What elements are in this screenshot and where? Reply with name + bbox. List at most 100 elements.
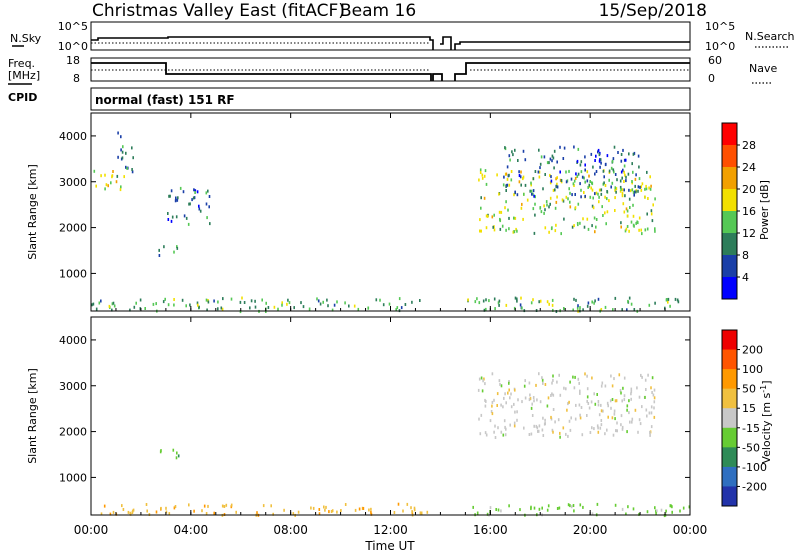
power-echo-cell (620, 159, 623, 163)
velocity-echo-cell (578, 403, 581, 407)
power-echo-cell (120, 148, 122, 152)
power-echo-cell (593, 301, 595, 305)
velocity-echo-cell (626, 408, 628, 412)
power-echo-cell (520, 170, 522, 174)
power-echo-cell (222, 297, 224, 301)
velocity-echo-cell (552, 378, 554, 382)
power-echo-cell (625, 175, 627, 179)
power-echo-cell (367, 306, 370, 310)
velocity-colorbar-tick-label: -50 (742, 441, 760, 454)
velocity-echo-cell (205, 512, 208, 515)
power-echo-cell (326, 298, 328, 302)
power-echo-cell (168, 194, 170, 198)
power-echo-cell (302, 305, 305, 309)
power-echo-cell (629, 206, 631, 209)
velocity-echo-cell (597, 400, 600, 403)
power-echo-cell (586, 170, 589, 174)
power-echo-cell (613, 170, 615, 174)
velocity-echo-cell (547, 504, 550, 508)
velocity-echo-cell (638, 395, 641, 399)
power-echo-cell (603, 181, 605, 185)
power-echo-cell (111, 308, 113, 312)
velocity-echo-cell (586, 374, 588, 378)
power-echo-cell (633, 151, 636, 155)
power-echo-cell (532, 189, 535, 193)
power-echo-cell (562, 157, 565, 160)
power-echo-cell (522, 175, 525, 179)
velocity-echo-cell (497, 508, 500, 512)
velocity-echo-cell (509, 396, 511, 400)
power-echo-cell (467, 298, 469, 302)
power-echo-cell (514, 148, 516, 152)
power-colorbar-tick-label: 16 (742, 205, 756, 218)
power-echo-cell (648, 186, 650, 190)
power-echo-cell (563, 307, 565, 310)
power-echo-cell (265, 301, 267, 305)
power-echo-cell (91, 303, 93, 307)
power-echo-cell (111, 302, 114, 306)
power-colorbar-tick-label: 12 (742, 227, 756, 240)
velocity-echo-cell (593, 392, 595, 396)
velocity-echo-cell (479, 432, 482, 436)
velocity-colorbar-swatch (722, 466, 737, 487)
power-echo-cell (521, 202, 523, 206)
velocity-echo-cell (613, 377, 615, 381)
velocity-echo-cell (630, 390, 633, 394)
velocity-echo-cell (330, 510, 333, 513)
power-echo-cell (504, 206, 506, 210)
power-echo-cell (273, 305, 276, 309)
power-echo-cell (592, 206, 595, 210)
velocity-echo-cell (203, 504, 206, 508)
velocity-echo-cell (614, 503, 617, 507)
power-echo-cell (281, 303, 283, 307)
velocity-echo-cell (112, 510, 115, 514)
power-echo-cell (565, 170, 567, 174)
power-ytick-label: 4000 (59, 130, 87, 143)
xaxis-label: Time UT (364, 539, 415, 553)
power-echo-cell (590, 186, 592, 190)
velocity-echo-cell (665, 509, 667, 513)
velocity-echo-cell (596, 424, 599, 428)
velocity-echo-cell (591, 426, 593, 430)
power-echo-cell (193, 196, 196, 200)
velocity-echo-cell (500, 403, 502, 407)
power-echo-cell (496, 173, 498, 177)
velocity-echo-cell (638, 512, 640, 516)
power-echo-cell (597, 297, 600, 301)
velocity-echo-cell (636, 386, 638, 390)
power-echo-cell (622, 168, 624, 172)
velocity-echo-cell (509, 423, 511, 427)
velocity-echo-cell (521, 400, 523, 404)
power-echo-cell (520, 206, 523, 210)
velocity-echo-cell (610, 374, 612, 378)
velocity-echo-cell (645, 408, 648, 412)
velocity-echo-cell (556, 380, 558, 384)
power-echo-cell (623, 170, 625, 174)
power-echo-cell (193, 188, 195, 192)
velocity-echo-cell (671, 510, 673, 514)
power-echo-cell (631, 162, 633, 166)
power-echo-cell (587, 301, 590, 305)
velocity-echo-cell (533, 506, 536, 510)
power-echo-cell (623, 164, 626, 168)
power-echo-cell (287, 298, 289, 302)
power-echo-cell (344, 301, 346, 305)
power-echo-cell (573, 184, 575, 187)
velocity-echo-cell (558, 373, 560, 377)
power-echo-cell (182, 190, 185, 194)
velocity-echo-cell (483, 377, 485, 381)
velocity-echo-cell (504, 392, 506, 396)
velocity-echo-cell (494, 424, 496, 428)
power-echo-cell (396, 306, 399, 310)
power-echo-cell (654, 301, 656, 305)
power-echo-cell (158, 248, 160, 252)
power-echo-cell (530, 181, 532, 185)
power-echo-cell (565, 195, 568, 199)
velocity-echo-cell (650, 411, 653, 415)
velocity-echo-cell (493, 398, 495, 402)
velocity-echo-cell (539, 400, 542, 404)
power-echo-cell (176, 246, 179, 250)
velocity-echo-cell (597, 430, 600, 434)
power-echo-cell (498, 210, 501, 214)
power-echo-cell (599, 158, 602, 162)
